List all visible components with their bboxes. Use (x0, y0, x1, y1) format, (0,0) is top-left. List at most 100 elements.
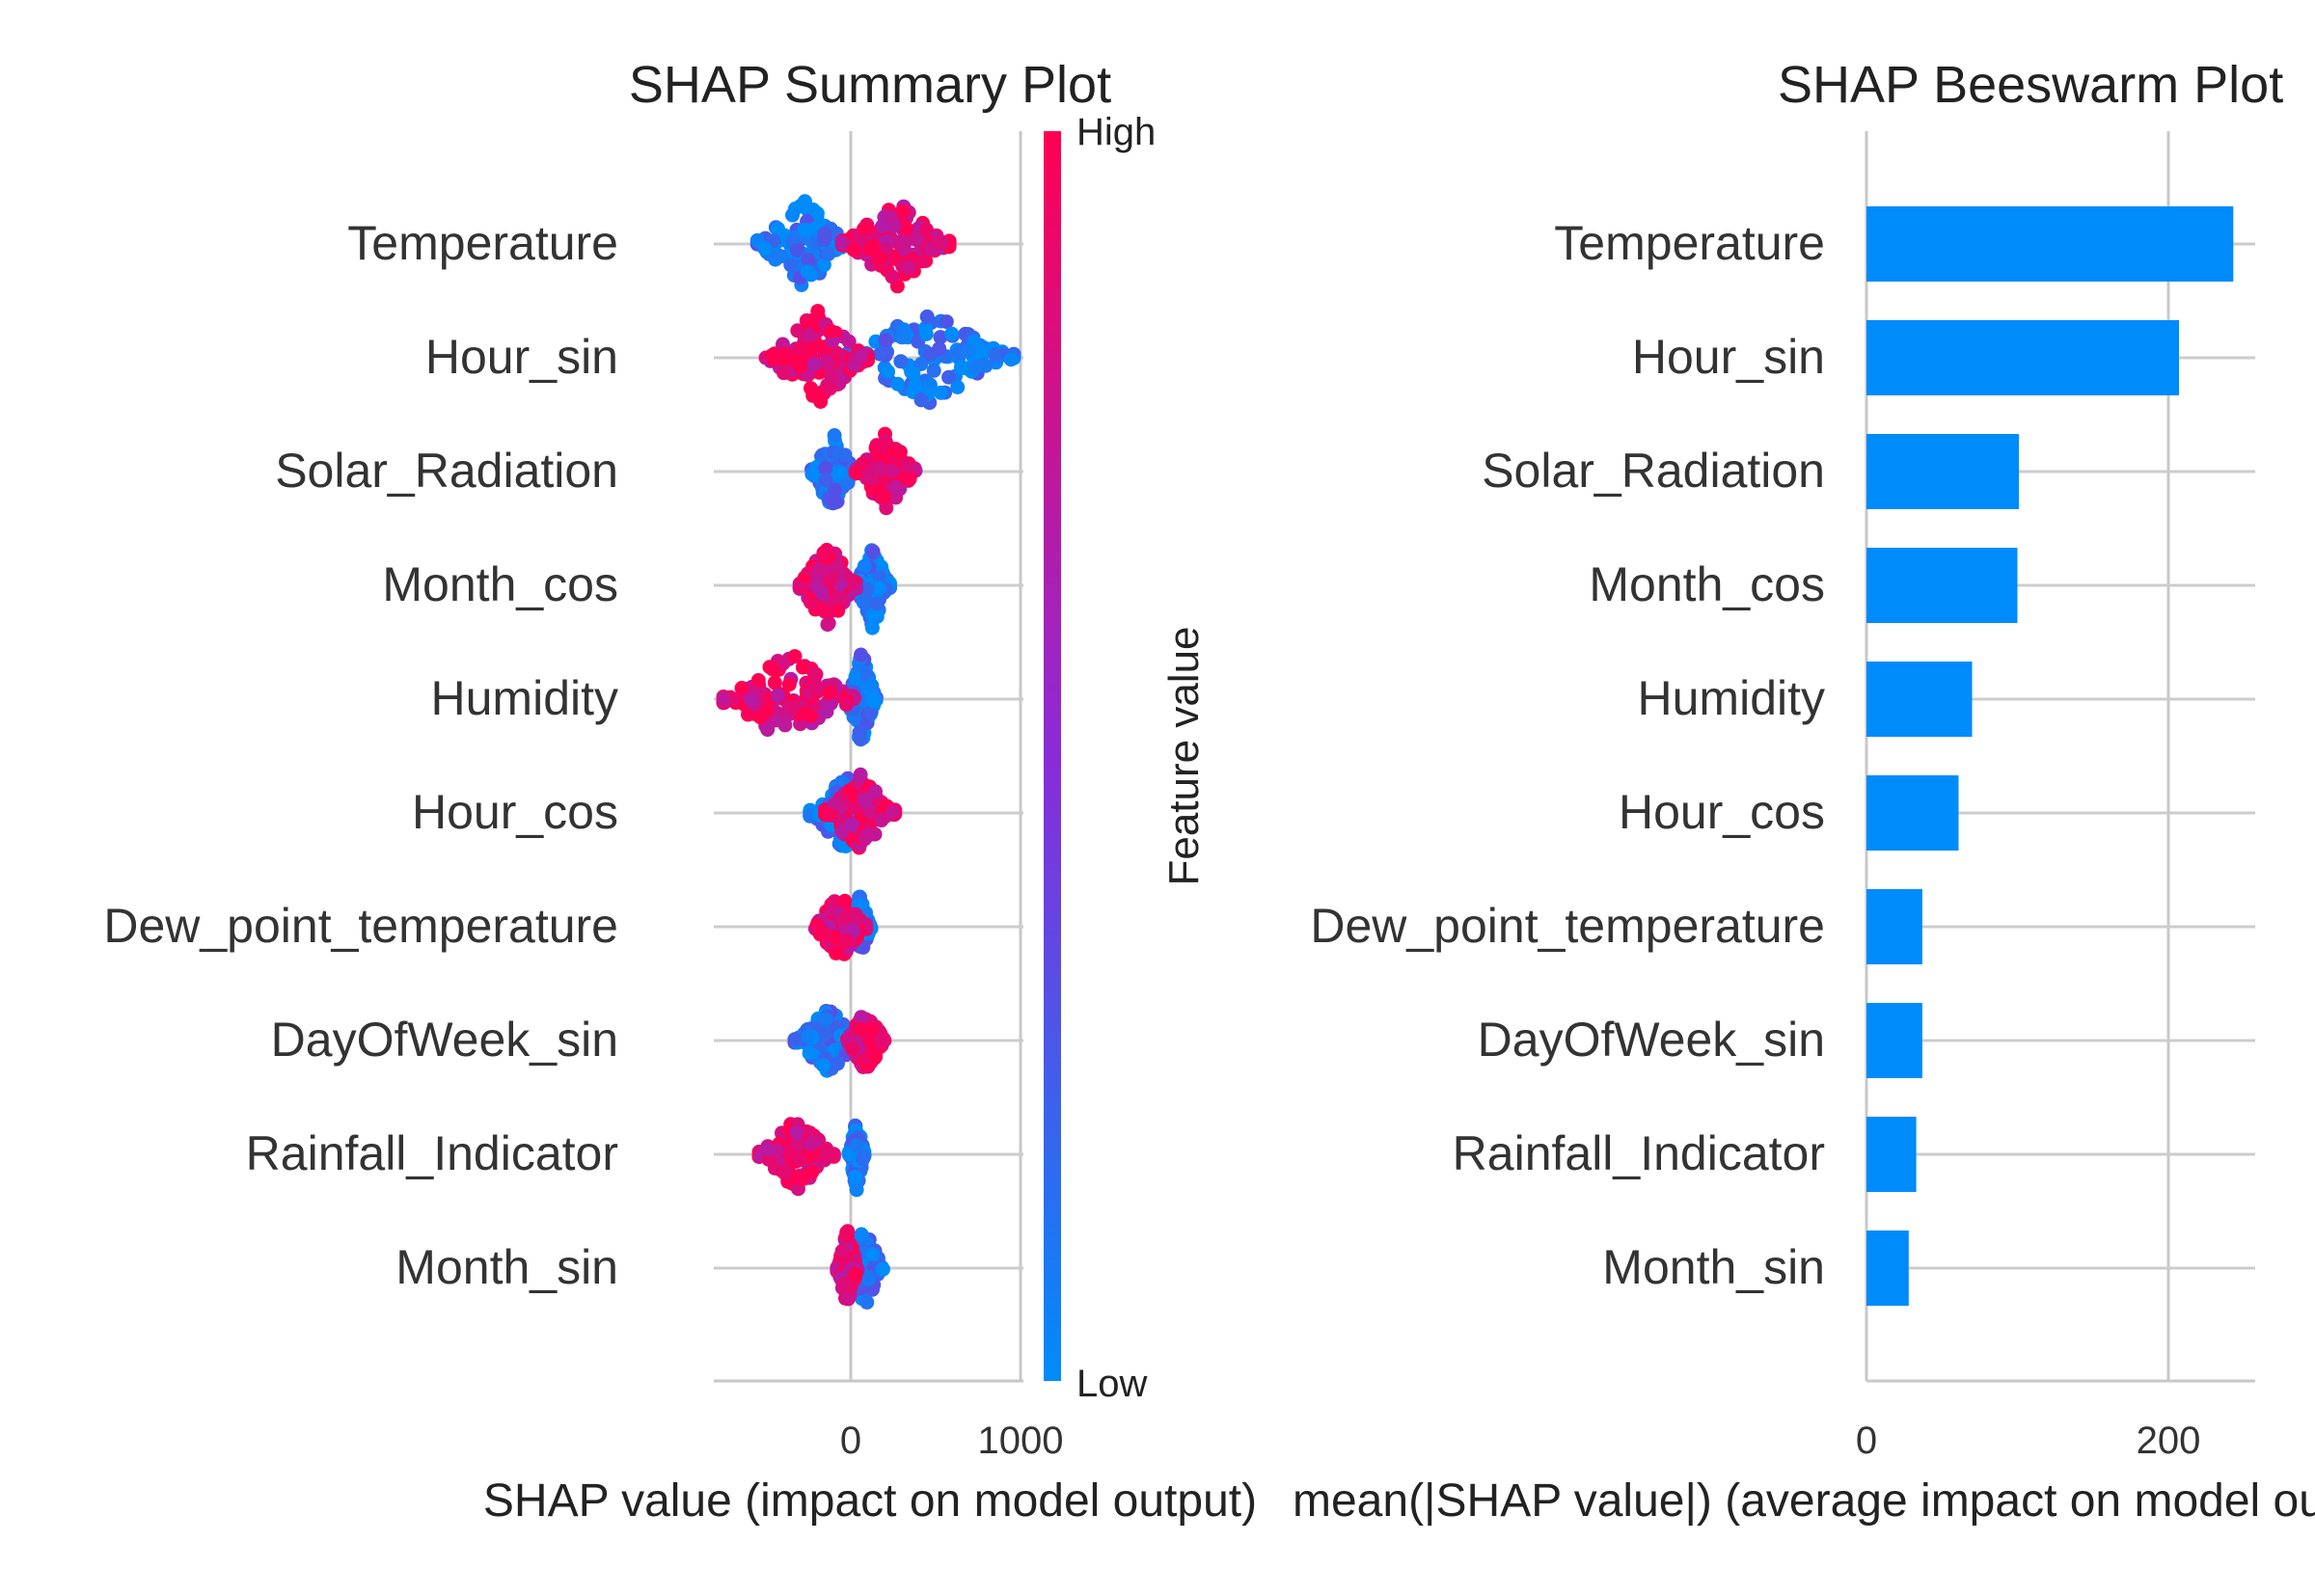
shap-dot (934, 385, 948, 400)
shap-dot (865, 544, 881, 559)
shap-dot (789, 243, 804, 257)
shap-dot (776, 365, 792, 381)
bar-month-cos (1866, 548, 2018, 623)
right-chart-title: SHAP Beeswarm Plot (1778, 56, 2283, 114)
shap-dot (734, 681, 749, 695)
shap-dot (780, 1144, 796, 1159)
shap-dot (802, 1045, 817, 1061)
shap-dot (805, 203, 821, 217)
shap-dot (831, 1056, 845, 1071)
bar-humidity (1866, 662, 1973, 737)
shap-dot (834, 235, 850, 251)
shap-dot (872, 484, 887, 500)
bar-solar-radiation (1866, 434, 2020, 509)
shap-dot (783, 257, 799, 273)
shap-dot (824, 367, 839, 383)
shap-dot (872, 346, 887, 362)
shap-dot (871, 580, 886, 595)
shap-dot (759, 1142, 775, 1156)
left-gridlines (714, 131, 1023, 1381)
shap-dot (988, 347, 1003, 363)
right-feature-label: Temperature (1554, 216, 1825, 270)
shap-dot (841, 334, 857, 349)
shap-dot (834, 1243, 850, 1258)
shap-dot (838, 933, 854, 949)
shap-dot (857, 792, 872, 807)
shap-dot (818, 473, 833, 488)
left-feature-label: Temperature (347, 216, 618, 270)
shap-dot (803, 708, 818, 723)
colorbar-title: Feature value (1160, 626, 1208, 885)
shap-dot (859, 1294, 875, 1310)
shap-dot (829, 946, 844, 960)
right-feature-label: DayOfWeek_sin (1478, 1013, 1825, 1067)
shap-dot (926, 363, 941, 378)
shap-dot (760, 722, 776, 737)
shap-dot (864, 678, 880, 693)
shap-dot (818, 461, 833, 476)
shap-dot (848, 1169, 863, 1184)
shap-dot (919, 309, 935, 324)
shap-dot (846, 242, 861, 257)
shap-dot (801, 253, 816, 267)
shap-dot (803, 381, 818, 396)
shap-dot (848, 670, 863, 686)
shap-dot (804, 1164, 820, 1179)
shap-dot (781, 677, 797, 692)
shap-dot (744, 691, 759, 707)
shap-dot (785, 700, 801, 716)
shap-dot (884, 210, 899, 226)
shap-dot (913, 392, 929, 408)
left-x-tick-label: 0 (840, 1420, 861, 1462)
shap-dot (848, 1266, 863, 1282)
right-bars (1866, 206, 2234, 1306)
shap-dot (803, 267, 819, 283)
shap-dot (914, 254, 930, 269)
shap-dot (897, 234, 912, 250)
shap-dot (814, 585, 830, 601)
shap-dot (901, 259, 916, 275)
left-feature-label: Dew_point_temperature (103, 899, 618, 953)
shap-dot (855, 456, 870, 472)
shap-dot (835, 1277, 851, 1292)
shap-dot (933, 330, 948, 345)
shap-dot (941, 369, 957, 385)
shap-dot (918, 222, 934, 237)
shap-dot (865, 238, 881, 254)
shap-dot (834, 825, 850, 839)
shap-dot (822, 686, 837, 701)
left-feature-label: Humidity (431, 671, 618, 725)
shap-dot (804, 340, 819, 356)
shap-dot (859, 582, 875, 597)
shap-dot (795, 660, 810, 675)
shap-dot (821, 247, 836, 261)
shap-dot (757, 241, 773, 257)
right-feature-label: Rainfall_Indicator (1453, 1126, 1825, 1180)
shap-dot (819, 604, 833, 619)
right-feature-label: Month_sin (1602, 1240, 1825, 1294)
shap-dot (858, 593, 873, 609)
shap-dot (808, 666, 824, 682)
shap-dot (819, 704, 834, 719)
shap-dot (832, 465, 848, 479)
shap-dot (910, 231, 925, 247)
right-feature-label: Month_cos (1589, 557, 1825, 611)
left-dots (716, 194, 1021, 1310)
shap-dot (881, 364, 896, 379)
shap-dot (797, 222, 812, 237)
shap-dot (890, 376, 906, 392)
bar-hour-sin (1866, 320, 2179, 395)
shap-dot (939, 314, 954, 330)
right-feature-labels: Temperature Hour_sin Solar_Radiation Month_… (1310, 216, 1825, 1294)
shap-dot (1003, 352, 1019, 367)
right-feature-label: Solar_Radiation (1482, 444, 1825, 498)
shap-dot (871, 570, 886, 585)
shap-dot (837, 893, 853, 908)
shap-dot (838, 909, 854, 925)
shap-dot (817, 226, 832, 241)
shap-dot (873, 251, 888, 266)
shap-dot (811, 681, 827, 695)
shap-dot (840, 1229, 855, 1244)
shap-dot (923, 347, 939, 362)
